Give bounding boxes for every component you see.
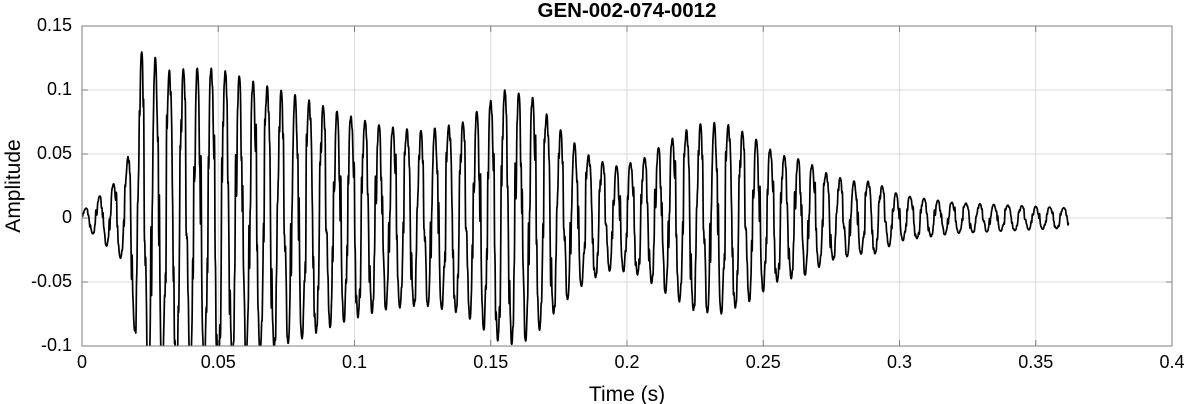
- svg-text:0.25: 0.25: [746, 352, 781, 372]
- svg-text:0.05: 0.05: [37, 143, 72, 163]
- svg-text:0.3: 0.3: [887, 352, 912, 372]
- svg-text:GEN-002-074-0012: GEN-002-074-0012: [538, 0, 717, 22]
- svg-text:0: 0: [77, 352, 87, 372]
- svg-text:-0.05: -0.05: [31, 271, 72, 291]
- svg-text:0.4: 0.4: [1159, 352, 1184, 372]
- svg-text:0.15: 0.15: [37, 15, 72, 35]
- svg-text:0.35: 0.35: [1018, 352, 1053, 372]
- svg-text:Amplitude: Amplitude: [2, 139, 25, 232]
- svg-text:0.1: 0.1: [47, 79, 72, 99]
- svg-text:Time (s): Time (s): [589, 383, 665, 404]
- svg-text:0.15: 0.15: [473, 352, 508, 372]
- svg-text:0.2: 0.2: [614, 352, 639, 372]
- svg-text:0.05: 0.05: [201, 352, 236, 372]
- svg-text:0: 0: [62, 207, 72, 227]
- svg-text:-0.1: -0.1: [41, 335, 72, 355]
- svg-text:0.1: 0.1: [342, 352, 367, 372]
